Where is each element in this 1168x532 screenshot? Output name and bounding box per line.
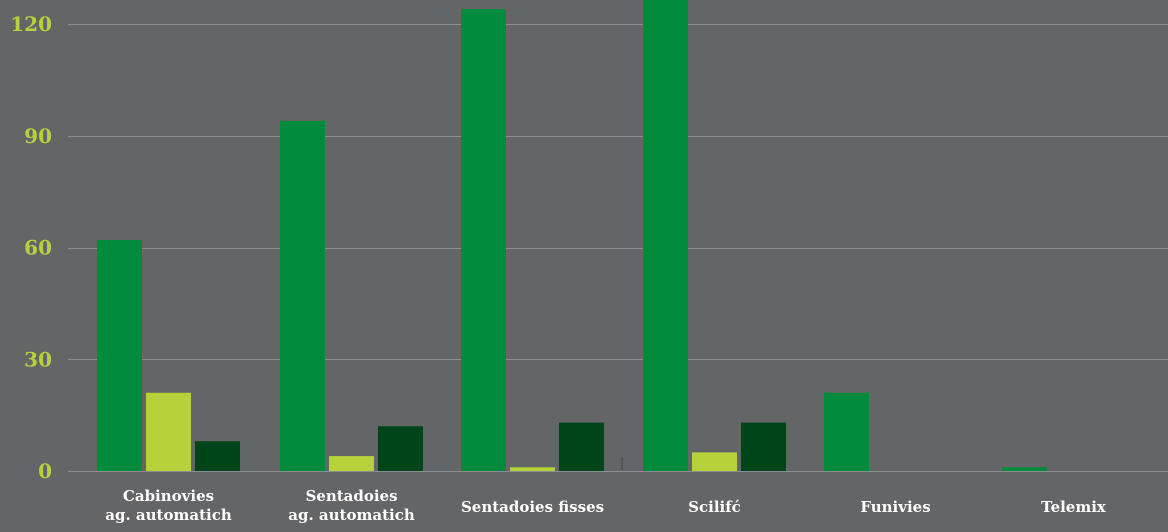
bar [329, 456, 374, 471]
x-tick-label: Scilifć [688, 498, 741, 516]
y-tick-label: 120 [10, 12, 52, 36]
bar [146, 392, 191, 471]
y-axis-ticks: 0 30 60 90 120 [10, 12, 52, 483]
bar [461, 9, 506, 471]
x-tick-label: Telemix [1041, 498, 1107, 516]
bar [824, 392, 869, 471]
bar [741, 422, 786, 471]
x-tick-label: ag. automatich [105, 506, 232, 524]
x-tick-label: Funivies [860, 498, 930, 516]
bars [97, 0, 1047, 472]
bar [378, 426, 423, 471]
bar [559, 422, 604, 471]
bar [97, 240, 142, 471]
y-tick-label: 30 [24, 347, 52, 371]
x-tick-label: ag. automatich [288, 506, 415, 524]
y-tick-label: 90 [24, 124, 52, 148]
bar [280, 120, 325, 471]
x-tick-label: Cabinovies [123, 487, 214, 505]
bar [692, 452, 737, 471]
bar [1002, 467, 1047, 471]
y-tick-label: 0 [38, 459, 52, 483]
x-tick-label: Sentadoies fisses [461, 498, 604, 516]
grid-lines [68, 24, 1168, 472]
y-tick-label: 60 [24, 236, 52, 260]
bar [643, 0, 688, 472]
bar [195, 441, 240, 471]
x-tick-label: Sentadoies [305, 487, 397, 505]
bar [510, 467, 555, 471]
